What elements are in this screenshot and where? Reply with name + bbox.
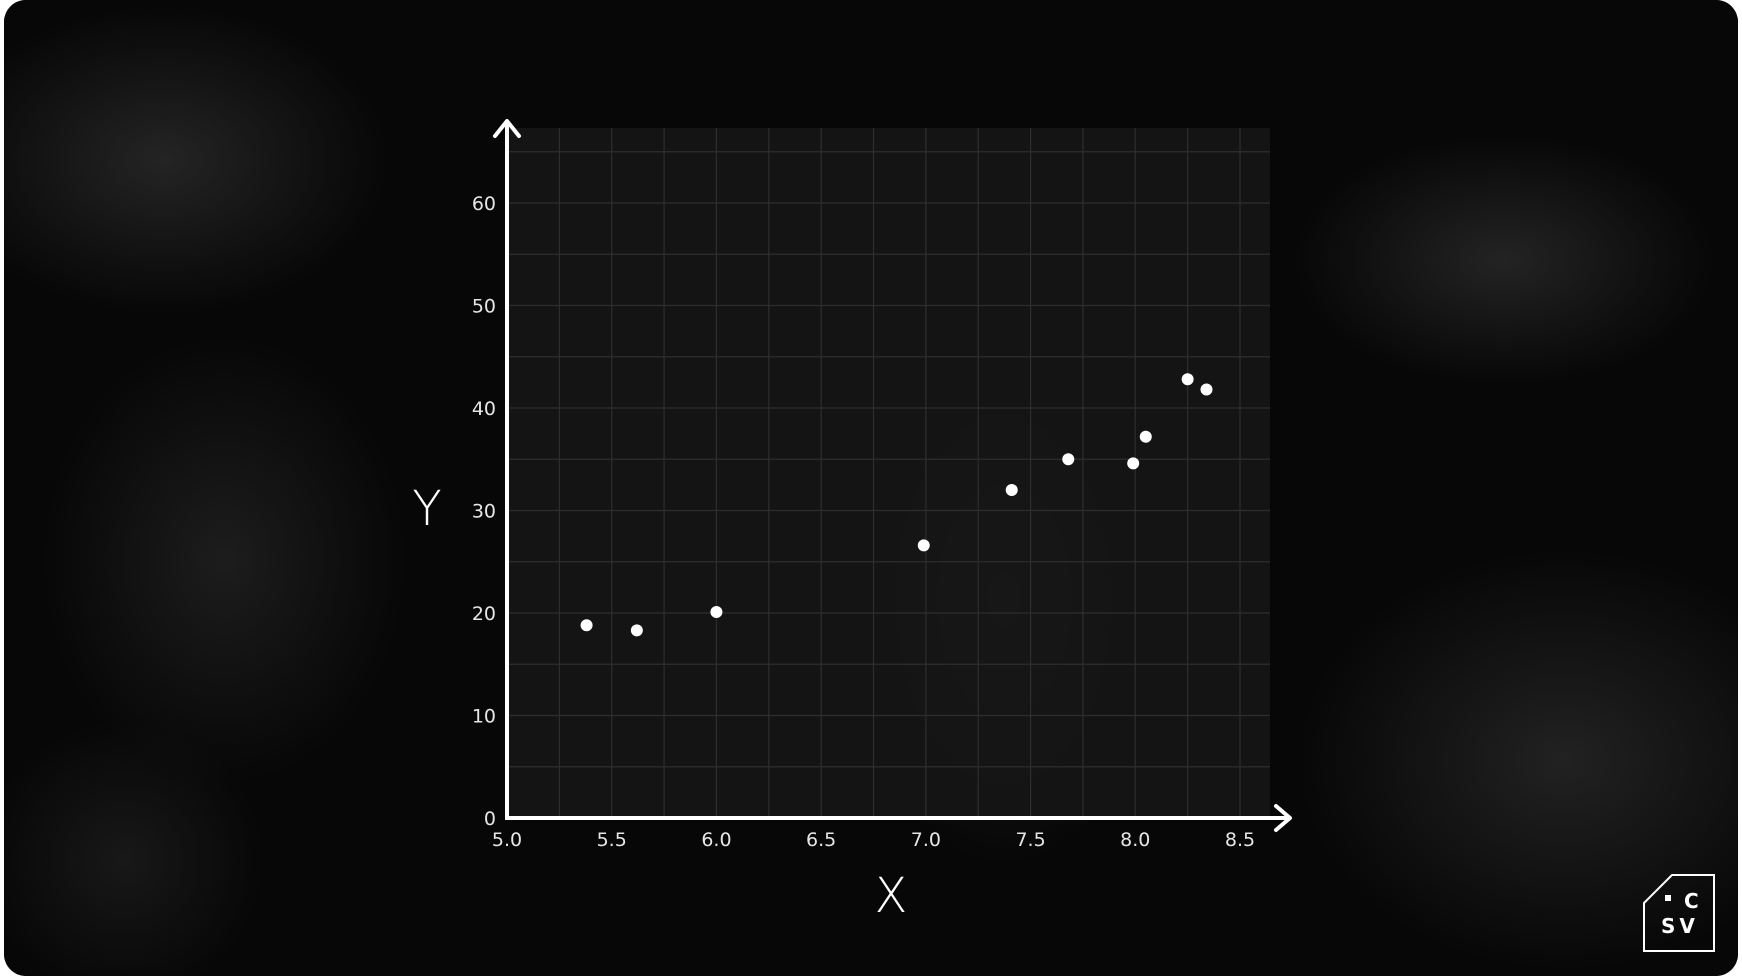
video-frame: 5.0 5.5 6.0 6.5 7.0 7.5 8.0 8.5 0 10 20 30 40 50 60 X… bbox=[4, 0, 1738, 976]
y-tick-label: 10 bbox=[472, 706, 496, 728]
y-axis-arrow bbox=[493, 119, 521, 138]
y-tick-label: 60 bbox=[472, 193, 496, 215]
data-point bbox=[917, 539, 930, 552]
data-point bbox=[1200, 383, 1213, 396]
x-tick-label: 6.5 bbox=[806, 829, 836, 851]
x-tick-label: 8.0 bbox=[1120, 829, 1150, 851]
data-points bbox=[580, 373, 1213, 637]
scatter-chart: 5.0 5.5 6.0 6.5 7.0 7.5 8.0 8.5 0 10 20 30 40 50 60 X… bbox=[412, 119, 1292, 924]
y-tick-label: 30 bbox=[472, 501, 496, 523]
csv-logo: C SV bbox=[1643, 874, 1715, 952]
logo-text-c: C bbox=[1684, 889, 1699, 913]
axes bbox=[493, 119, 1292, 832]
grid-lines bbox=[507, 128, 1270, 818]
x-tick-label: 7.5 bbox=[1015, 829, 1045, 851]
y-tick-label: 40 bbox=[472, 398, 496, 420]
y-tick-label: 20 bbox=[472, 603, 496, 625]
data-point bbox=[710, 605, 723, 618]
y-axis-title: Y bbox=[412, 481, 441, 537]
plot-area bbox=[507, 128, 1270, 818]
data-point bbox=[1005, 484, 1018, 496]
y-tick-label: 0 bbox=[484, 808, 496, 830]
logo-text-sv: SV bbox=[1661, 914, 1699, 938]
x-tick-label: 6.0 bbox=[701, 829, 731, 851]
x-tick-labels: 5.0 5.5 6.0 6.5 7.0 7.5 8.0 8.5 bbox=[492, 829, 1255, 851]
x-tick-label: 7.0 bbox=[911, 829, 941, 851]
data-point bbox=[1139, 430, 1152, 443]
y-tick-label: 50 bbox=[472, 296, 496, 318]
x-tick-label: 5.0 bbox=[492, 829, 522, 851]
data-point bbox=[630, 624, 643, 637]
data-point bbox=[1127, 457, 1140, 470]
x-tick-label: 5.5 bbox=[597, 829, 627, 851]
x-axis-arrow bbox=[1274, 804, 1292, 832]
data-point bbox=[580, 619, 593, 632]
y-tick-labels: 0 10 20 30 40 50 60 bbox=[472, 193, 496, 830]
data-point bbox=[1181, 373, 1194, 386]
x-tick-label: 8.5 bbox=[1225, 829, 1255, 851]
data-point bbox=[1062, 453, 1075, 466]
x-axis-title: X bbox=[875, 868, 908, 924]
